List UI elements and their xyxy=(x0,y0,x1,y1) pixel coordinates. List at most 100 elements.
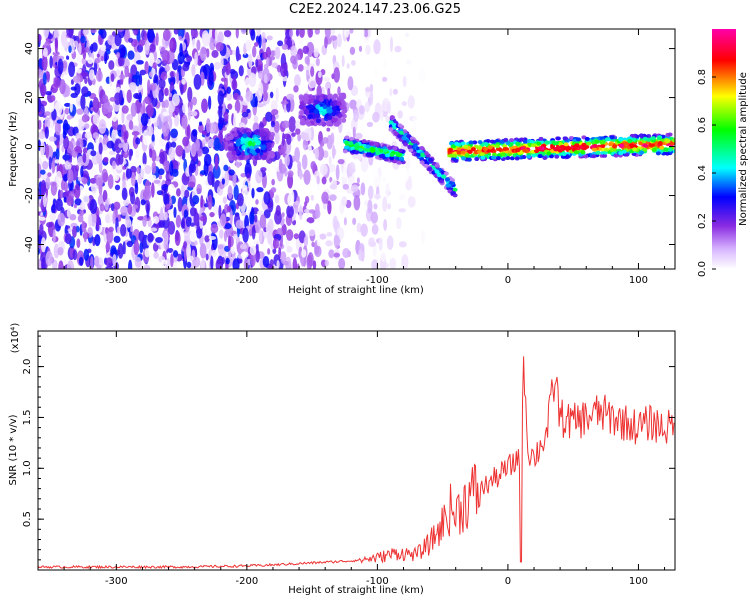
heatmap-cell xyxy=(171,168,179,177)
heatmap-cell xyxy=(214,154,219,171)
heatmap-cell xyxy=(167,248,174,253)
heatmap-cell xyxy=(325,81,332,91)
heatmap-cell xyxy=(434,169,440,174)
heatmap-cell xyxy=(192,129,198,137)
heatmap-cell xyxy=(169,160,174,176)
heatmap-cell xyxy=(274,210,282,225)
heatmap-cell xyxy=(537,154,543,159)
heatmap-cell xyxy=(79,209,85,216)
heatmap-cell xyxy=(203,161,209,177)
heatmap-cell xyxy=(211,249,217,258)
heatmap-cell xyxy=(347,76,354,91)
heatmap-cell xyxy=(133,239,140,256)
heatmap-cell xyxy=(64,107,70,115)
heatmap-cell xyxy=(306,217,315,224)
heatmap-cell xyxy=(310,161,317,171)
heatmap-cell xyxy=(554,154,560,159)
heatmap-cell xyxy=(581,142,587,147)
heatmap-cell xyxy=(286,38,293,48)
x-tick-label: -100 xyxy=(366,275,389,286)
heatmap-cell xyxy=(142,216,147,227)
heatmap-cell xyxy=(254,155,260,161)
heatmap-cell xyxy=(302,45,310,55)
heatmap-cell xyxy=(385,182,390,199)
heatmap-cell xyxy=(235,29,239,39)
heatmap-cell xyxy=(287,170,294,178)
heatmap-cell xyxy=(306,254,313,269)
heatmap-cell xyxy=(38,131,46,140)
heatmap-cell xyxy=(174,230,181,246)
heatmap-cell xyxy=(110,245,117,257)
heatmap-cell xyxy=(242,53,249,59)
heatmap-cell xyxy=(56,119,63,124)
heatmap-cell xyxy=(191,38,196,49)
heatmap-cell xyxy=(327,114,333,120)
heatmap-cell xyxy=(321,176,327,185)
heatmap-cell xyxy=(208,235,217,240)
heatmap-cell xyxy=(121,253,128,264)
heatmap-cell xyxy=(401,254,409,269)
heatmap-cell xyxy=(358,147,364,152)
heatmap-cell xyxy=(181,220,185,229)
heatmap-cell xyxy=(191,64,196,77)
heatmap-cell xyxy=(591,147,597,152)
heatmap-cell xyxy=(360,157,369,173)
heatmap-cell xyxy=(112,211,116,225)
heatmap-cell xyxy=(445,183,451,188)
heatmap-cell xyxy=(180,184,185,198)
heatmap-cell xyxy=(102,172,109,183)
heatmap-cell xyxy=(365,144,371,149)
heatmap-cell xyxy=(280,100,289,105)
heatmap-cell xyxy=(612,144,618,149)
heatmap-cell xyxy=(62,154,71,161)
heatmap-cell xyxy=(250,212,255,225)
heatmap-cell xyxy=(224,222,232,230)
heatmap-cell xyxy=(172,250,179,258)
heatmap-cell xyxy=(623,141,629,146)
heatmap-cell xyxy=(472,140,478,145)
heatmap-cell xyxy=(274,46,281,60)
heatmap-cell xyxy=(89,169,98,176)
heatmap-cell xyxy=(295,128,301,136)
heatmap-cell xyxy=(244,154,250,160)
heatmap-cell xyxy=(281,120,290,129)
heatmap-cell xyxy=(223,30,232,38)
heatmap-cell xyxy=(292,59,297,65)
heatmap-cell xyxy=(369,141,375,146)
heatmap-cell xyxy=(398,241,407,248)
heatmap-cell xyxy=(378,237,383,251)
heatmap-cell xyxy=(329,183,338,190)
heatmap-cell xyxy=(255,148,261,154)
heatmap-cell xyxy=(194,51,198,67)
heatmap-cell xyxy=(311,241,315,248)
heatmap-cell xyxy=(613,153,619,158)
heatmap-cell xyxy=(192,194,200,205)
heatmap-cell xyxy=(505,156,511,161)
heatmap-cell xyxy=(105,265,114,269)
heatmap-cell xyxy=(104,51,108,65)
heatmap-cell xyxy=(128,259,133,269)
heatmap-cell xyxy=(279,163,287,174)
snr-frame xyxy=(37,330,676,571)
heatmap-cell xyxy=(331,110,337,116)
heatmap-cell xyxy=(604,147,610,152)
heatmap-cell xyxy=(650,136,656,141)
heatmap-cell xyxy=(280,139,287,154)
heatmap-cell xyxy=(126,89,132,103)
heatmap-cell xyxy=(80,35,86,44)
heatmap-cell xyxy=(63,135,70,150)
heatmap-cell xyxy=(139,69,147,76)
heatmap-cell xyxy=(59,79,66,95)
heatmap-cell xyxy=(309,80,317,88)
heatmap-cell xyxy=(249,245,257,256)
snr-series-line xyxy=(38,356,675,570)
heatmap-cell xyxy=(138,39,145,47)
heatmap-cell xyxy=(262,131,268,137)
heatmap-cell xyxy=(151,161,157,174)
heatmap-cell xyxy=(487,145,493,150)
heatmap-cell xyxy=(349,29,354,34)
heatmap-cell xyxy=(289,29,294,38)
heatmap-cell xyxy=(105,242,111,252)
heatmap-cell xyxy=(360,223,368,237)
heatmap-cell xyxy=(346,63,350,69)
